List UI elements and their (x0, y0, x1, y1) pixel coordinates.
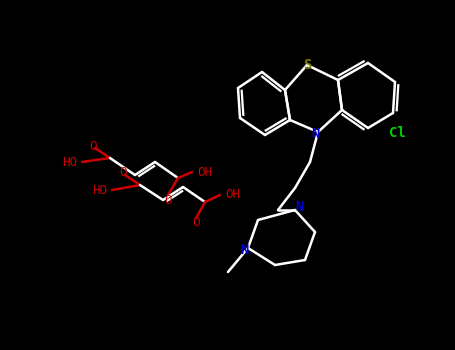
Text: O: O (119, 167, 127, 180)
Text: Cl: Cl (389, 126, 405, 140)
Text: HO: HO (62, 155, 77, 168)
Text: N: N (311, 127, 319, 141)
Text: OH: OH (197, 166, 212, 178)
Text: S: S (303, 58, 311, 72)
Text: O: O (89, 140, 97, 153)
Text: HO: HO (92, 183, 107, 196)
Text: O: O (164, 194, 172, 206)
Text: N: N (240, 243, 248, 257)
Text: O: O (192, 217, 200, 230)
Text: OH: OH (225, 189, 240, 202)
Text: N: N (295, 200, 303, 214)
